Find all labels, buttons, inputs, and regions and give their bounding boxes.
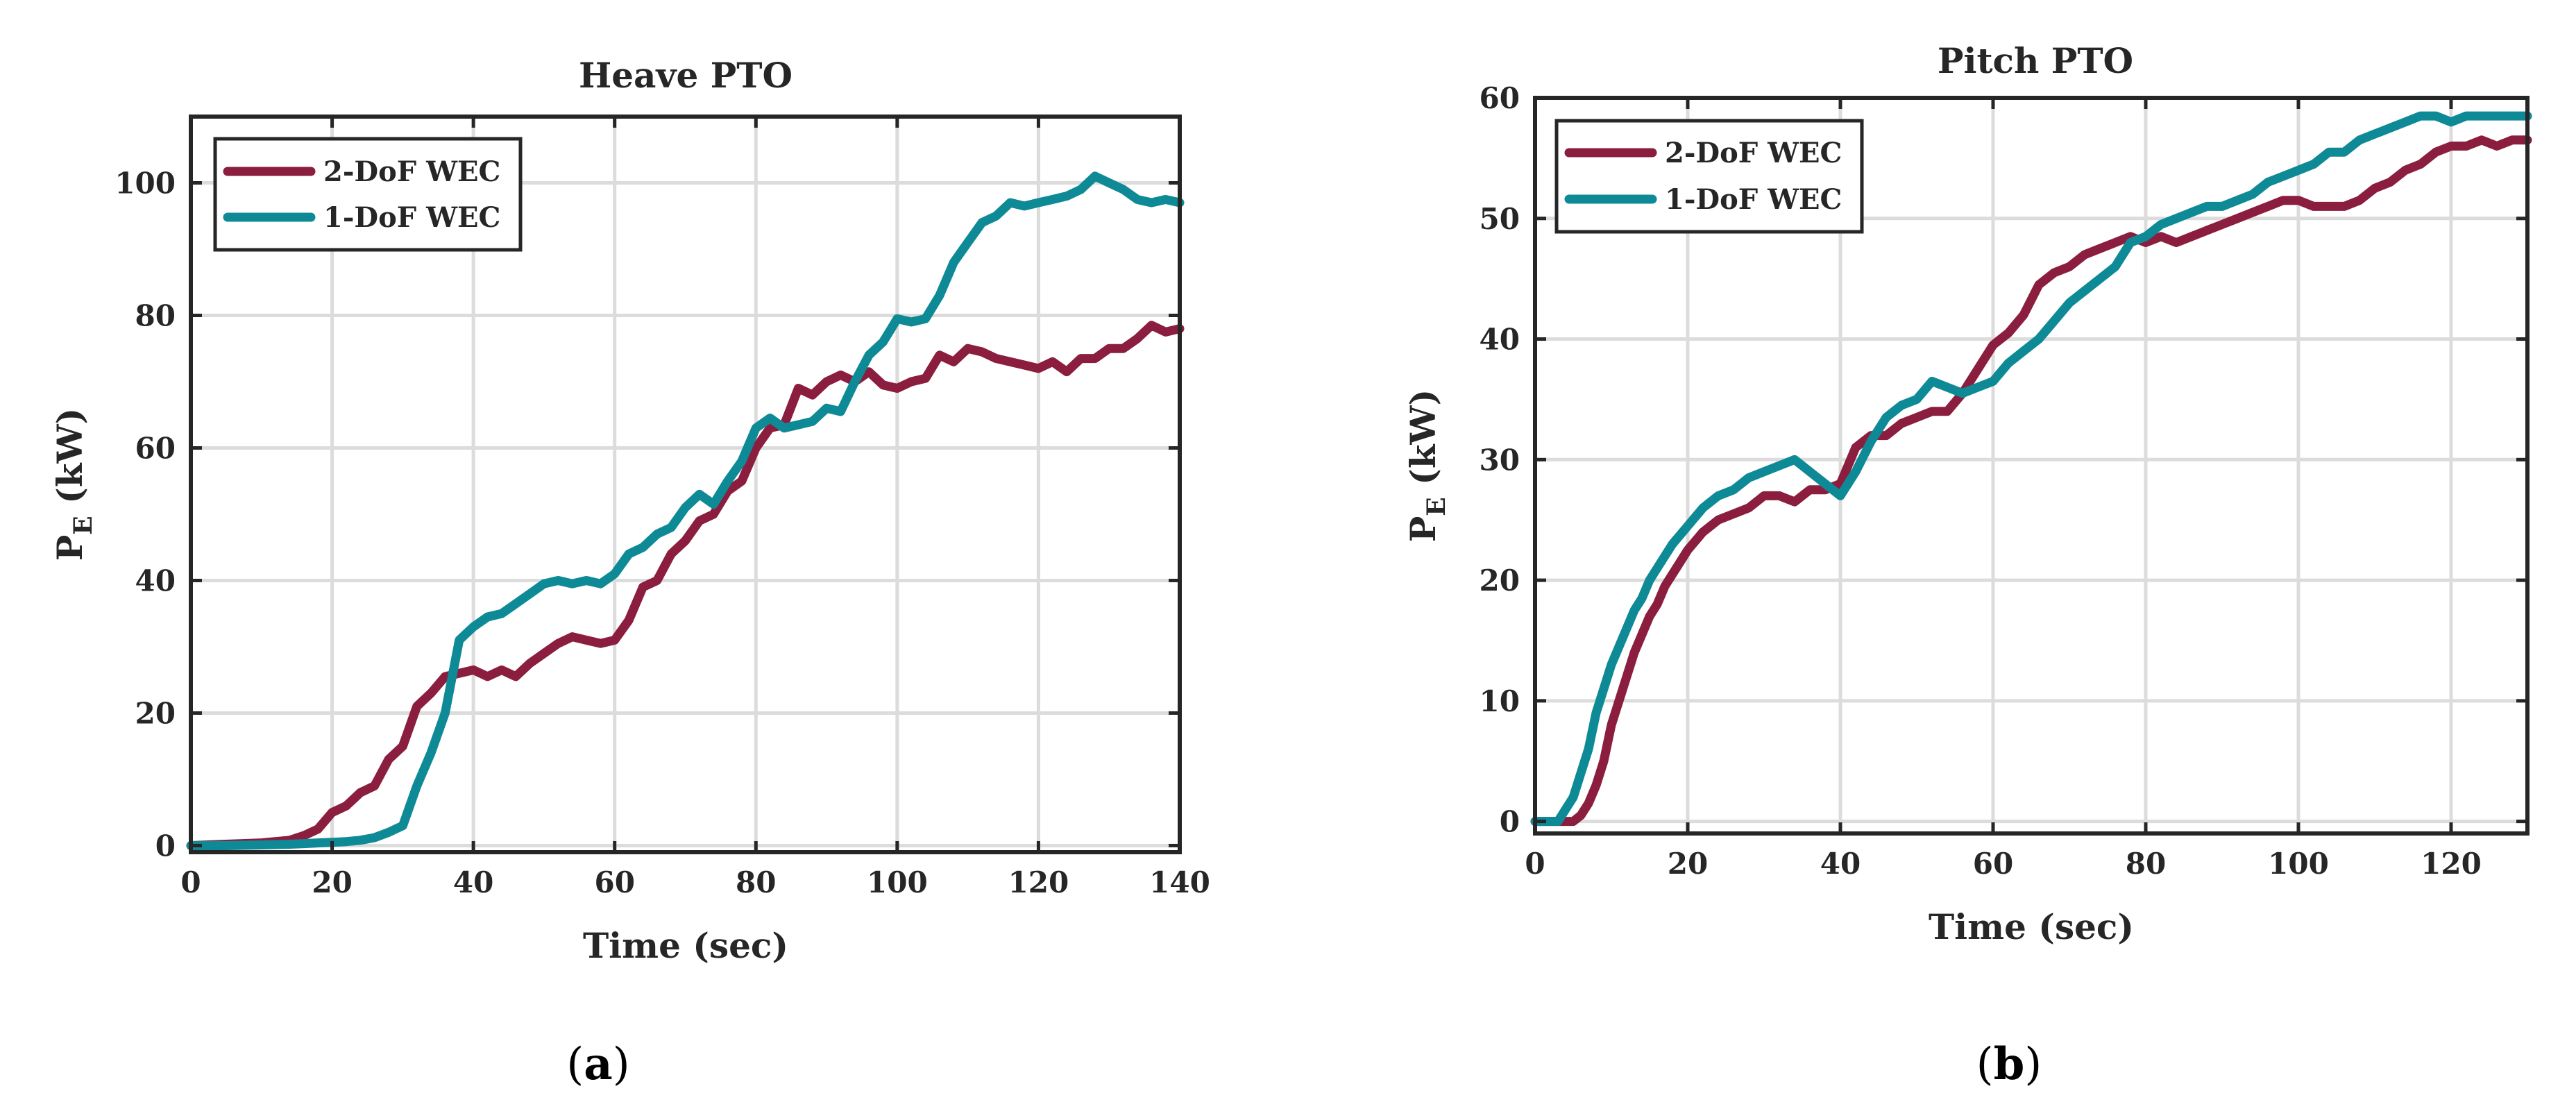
- grid-a: [191, 117, 1180, 852]
- x-tick-label-a-120: 120: [1008, 865, 1069, 899]
- y-axis-label-a: PE (kW): [49, 408, 98, 561]
- series-line-1-dof-wec-b: [1530, 111, 2532, 827]
- ticks-b: 0 20 40 60 80 100 120 0 10 20 30 40 50 60: [1480, 81, 2527, 881]
- y-tick-label-a-100: 100: [115, 166, 176, 200]
- y-axis-label-b: PE (kW): [1403, 389, 1451, 543]
- y-tick-label-a-0: 0: [155, 829, 176, 863]
- y-axis-label-unit-a: (kW): [49, 408, 90, 516]
- series-line-2-dof-wec-b: [1530, 135, 2532, 827]
- y-tick-label-a-20: 20: [135, 696, 176, 730]
- y-tick-label-b-20: 20: [1480, 564, 1520, 598]
- chart-panel-b: Pitch PTO 0 20 40 60 80 100 120 0 10 20 30 40 50 60 T…: [1403, 40, 2532, 1090]
- legend-a: 2-DoF WEC 1-DoF WEC: [213, 137, 523, 252]
- y-tick-label-a-80: 80: [135, 298, 176, 332]
- x-tick-label-b-120: 120: [2421, 847, 2482, 881]
- chart-panel-a: Heave PTO 0 20 40 60 80 100 120 140 0 20 40 60 80 100…: [49, 55, 1210, 1090]
- y-axis-label-main-b: P: [1403, 516, 1443, 543]
- y-tick-label-b-60: 60: [1480, 81, 1520, 115]
- x-tick-label-b-100: 100: [2268, 847, 2329, 881]
- x-tick-label-b-80: 80: [2126, 847, 2166, 881]
- series-line-2-dof-wec-a: [186, 321, 1185, 850]
- y-tick-label-b-40: 40: [1480, 323, 1520, 357]
- y-tick-label-b-0: 0: [1500, 805, 1520, 839]
- x-tick-label-a-140: 140: [1149, 865, 1210, 899]
- x-tick-label-a-20: 20: [312, 865, 352, 899]
- legend-label-1dof-b: 1-DoF WEC: [1665, 183, 1842, 216]
- y-tick-label-a-60: 60: [135, 431, 176, 465]
- x-tick-label-a-40: 40: [453, 865, 493, 899]
- x-tick-label-a-100: 100: [867, 865, 928, 899]
- panel-label-b: (b): [1976, 1038, 2042, 1090]
- plot-frame-a: [189, 115, 1182, 854]
- x-tick-label-a-60: 60: [594, 865, 634, 899]
- legend-box-b: [1554, 119, 1864, 234]
- chart-title-a: Heave PTO: [579, 55, 793, 96]
- x-tick-label-b-60: 60: [1973, 847, 2013, 881]
- x-tick-label-a-80: 80: [736, 865, 776, 899]
- y-tick-label-a-40: 40: [135, 564, 176, 598]
- legend-b: 2-DoF WEC 1-DoF WEC: [1554, 119, 1864, 234]
- y-tick-label-b-30: 30: [1480, 443, 1520, 477]
- ticks-a: 0 20 40 60 80 100 120 140 0 20 40 60 80 100: [115, 117, 1210, 899]
- y-axis-label-sub-b: E: [1422, 497, 1451, 516]
- x-tick-label-b-20: 20: [1668, 847, 1708, 881]
- series-group-a: [186, 171, 1185, 850]
- legend-label-1dof-a: 1-DoF WEC: [323, 201, 500, 234]
- series-line-1-dof-wec-a: [186, 171, 1185, 850]
- x-axis-label-b: Time (sec): [1929, 906, 2134, 947]
- x-tick-label-a-0: 0: [180, 865, 201, 899]
- y-axis-label-unit-b: (kW): [1403, 389, 1443, 498]
- legend-label-2dof-a: 2-DoF WEC: [323, 155, 500, 188]
- legend-box-a: [213, 137, 523, 252]
- plot-frame-b: [1533, 96, 2530, 836]
- chart-title-b: Pitch PTO: [1938, 40, 2133, 81]
- panel-label-a: (a): [566, 1038, 629, 1090]
- series-group-b: [1530, 111, 2532, 827]
- x-tick-label-b-40: 40: [1820, 847, 1861, 881]
- y-axis-label-sub-a: E: [69, 516, 98, 534]
- y-tick-label-b-50: 50: [1480, 202, 1520, 236]
- x-tick-label-b-0: 0: [1525, 847, 1545, 881]
- x-axis-label-a: Time (sec): [583, 925, 788, 966]
- y-tick-label-b-10: 10: [1480, 684, 1520, 718]
- y-axis-label-main-a: P: [49, 535, 90, 561]
- legend-label-2dof-b: 2-DoF WEC: [1665, 137, 1842, 169]
